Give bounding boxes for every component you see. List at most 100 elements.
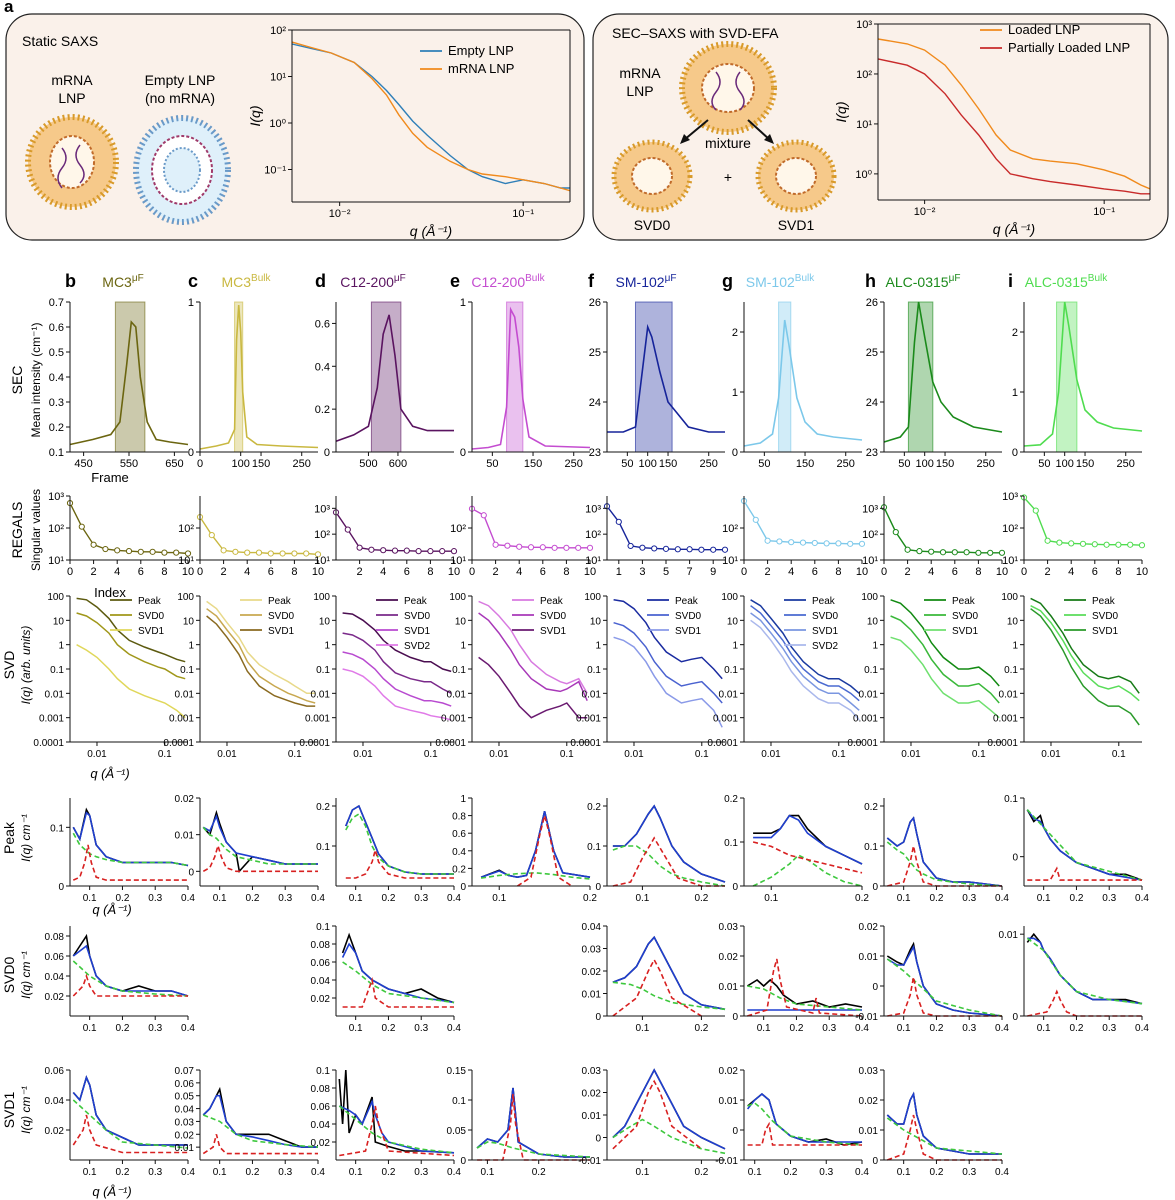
chart-peak-e: 0.1 0.2 0 0.2 0.4 0.6 0.8 1 [452,794,597,904]
x-tick-label: 150 [659,458,677,470]
series-loaded-lnp [877,38,1151,190]
x-tick-label: 4 [788,566,794,578]
chart-a1: 10⁻² 10⁻¹ 10⁻¹ 10⁰ 10¹ 10² Empty LNP mRNA LNP q … [247,25,571,239]
y-tick-label: 0.04 [311,1120,331,1131]
x-tick-label: 0.1 [349,893,363,904]
x-tick-label: 150 [1076,458,1094,470]
series-singular-values [69,502,189,555]
x-tick-label: 0.2 [245,1167,259,1178]
x-axis-label: q (Å⁻¹) [993,221,1035,237]
y-tick-label: 10² [48,523,64,535]
y-tick-label: 0.01 [999,689,1019,700]
x-tick-label: 150 [936,458,954,470]
chart-svd-f: 0.01 0.1 0.0001 0.001 0.01 0.1 1 10 100 Peak SVD0 S… [570,592,725,760]
y-tick-label: 1 [732,387,738,399]
legend-label: Peak [540,596,564,607]
y-tick-label: 0 [732,447,738,459]
singular-value-marker [835,540,842,547]
singular-value-marker [427,548,434,555]
singular-value-marker [904,546,911,553]
series-fit [612,804,726,883]
legend-label: SVD1 [675,626,702,637]
singular-value-marker [575,544,582,551]
y-tick-label: 100 [584,592,601,603]
arrow-right-head [764,134,774,144]
chart-svd-c: 0.01 0.1 0.0001 0.001 0.01 0.1 1 10 100 Peak SVD0 S… [163,592,318,760]
x-tick-label: 8 [975,566,981,578]
y-tick-label: 10¹ [48,555,64,567]
y-tick-label: 0.01 [175,689,195,700]
singular-value-marker [686,546,693,553]
y-tick-label: 0 [324,447,330,459]
x-tick-label: 0.2 [1069,1023,1083,1034]
x-tick-label: 250 [1117,458,1135,470]
y-tick-label: 10 [53,616,65,627]
column-headers: b MC3μF c MC3Bulk d C12-200μF e C12-200Bulk f SM-… [65,271,1108,291]
chart-svd-d: 0.01 0.1 0.0001 0.001 0.01 0.1 1 10 100 Peak SVD0 S… [299,592,454,760]
x-tick-label: 0.4 [855,1167,869,1178]
y-tick-label: 0 [595,882,601,893]
singular-value-marker [184,550,192,557]
singular-value-marker [847,540,854,547]
y-tick-label: 2 [732,327,738,339]
x-tick-label: 0.1 [635,1023,649,1034]
series-fit [202,814,318,865]
y-tick-label: 0.01 [582,689,602,700]
series-bragg [747,1121,862,1146]
x-tick-label: 100 [916,458,934,470]
x-tick-label: 2 [357,566,363,578]
singular-value-marker [998,549,1006,556]
series-sec [335,314,454,443]
singular-value-marker [161,549,168,556]
x-tick-label: 10⁻² [914,206,936,218]
x-tick-label: 0.01 [353,749,373,760]
row-label-peak-axis: I(q) cm⁻¹ [19,814,33,862]
x-tick-label: 250 [293,458,311,470]
series-fit [746,1092,862,1143]
column-title-h: ALC-0315μF [886,273,961,290]
x-tick-label: 0.2 [929,1023,943,1034]
series-broad [747,985,863,1011]
y-tick-label: -0.01 [855,1012,878,1023]
chart-sec-h: 50 100 150 250 23 24 25 26 [866,297,1003,470]
y-tick-label: 0.6 [49,322,64,334]
y-tick-label: 10³ [862,503,878,515]
x-tick-label: 2 [91,566,97,578]
series-bragg [1027,989,1142,1017]
series-svd2 [750,619,860,721]
y-tick-label: 0.01 [447,689,467,700]
y-tick-label: 0.4 [315,361,330,373]
column-letter-f: f [588,271,595,291]
legend-label: Peak [812,596,836,607]
y-tick-label: 0.01 [719,982,739,993]
series-data [338,1069,455,1154]
y-tick-label: 0.2 [315,404,330,416]
x-tick-label: 0.1 [897,893,911,904]
y-tick-label: 0.1 [452,665,466,676]
row-label-regals: REGALS [9,502,25,559]
x-tick-label: 0 [67,566,73,578]
series-data [886,941,1003,1017]
series-fit [612,935,726,1011]
svd1-x-label: q (Å⁻¹) [92,1184,131,1199]
x-tick-label: 8 [291,566,297,578]
legend-label: SVD0 [675,611,702,622]
y-tick-label: 0.04 [582,922,602,933]
x-tick-label: 100 [1056,458,1074,470]
legend-label: SVD0 [952,611,979,622]
singular-value-marker [1044,537,1051,544]
y-tick-label: 0.04 [175,1105,195,1116]
singular-value-marker [114,547,121,554]
y-tick-label: 0.1 [1004,665,1018,676]
x-tick-label: 0.1 [424,749,438,760]
y-tick-label: 10 [590,616,602,627]
series-broad [345,812,454,875]
singular-value-marker [480,512,487,519]
x-tick-label: 9 [710,566,716,578]
x-tick-label: 10⁻² [329,208,351,220]
row-label-svd1: SVD1 [1,1092,17,1129]
y-tick-label: 10⁰ [855,169,872,181]
series-svd0 [890,615,1000,704]
x-tick-label: 0.2 [115,1167,129,1178]
